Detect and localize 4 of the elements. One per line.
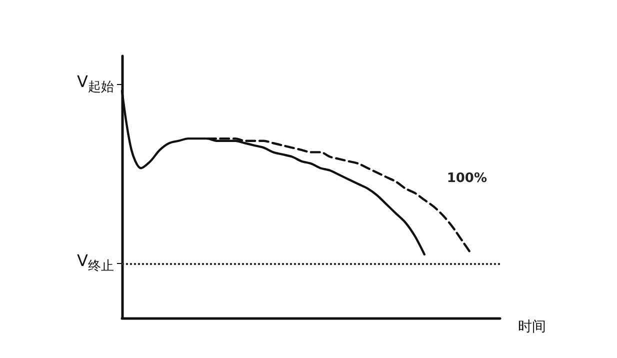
annotation: 100%	[446, 171, 488, 186]
ref-line-label: V$_{起始}$	[77, 72, 114, 96]
x-axis-title: 时间	[518, 319, 546, 335]
ref-line-label: V$_{终止}$	[77, 251, 114, 274]
